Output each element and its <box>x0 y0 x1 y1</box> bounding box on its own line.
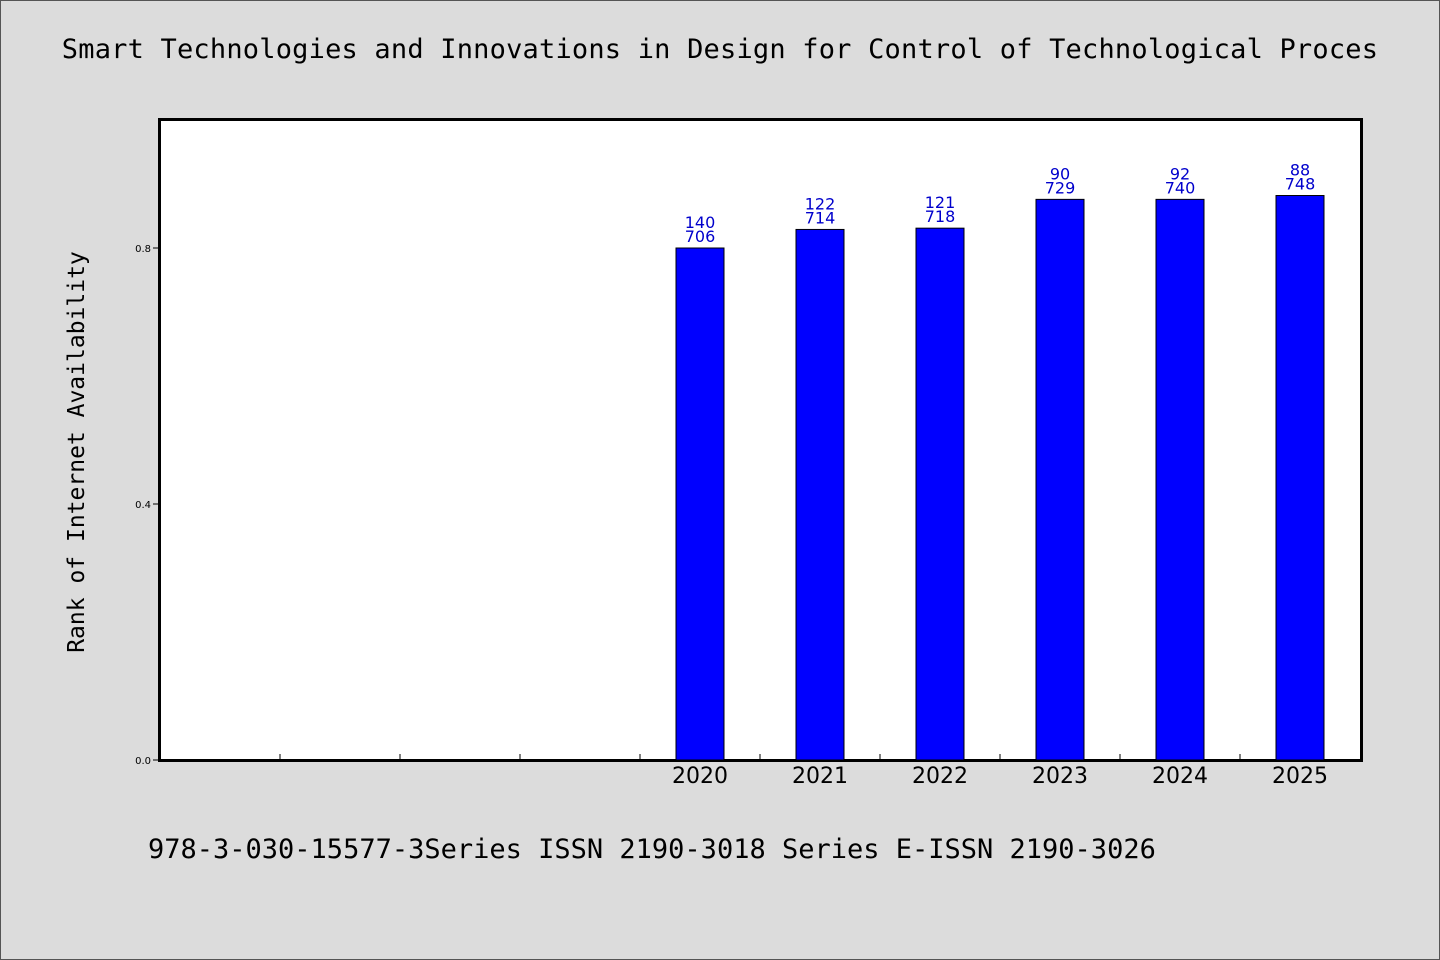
data-label-top: 122 <box>805 194 836 213</box>
bar-2023 <box>1035 198 1085 761</box>
x-category-label: 2025 <box>1272 764 1328 789</box>
x-category-label: 2023 <box>1032 764 1088 789</box>
data-label-top: 121 <box>925 193 956 212</box>
x-axis-ticks: 2020 2021 2022 2023 2024 2025 <box>279 754 1328 789</box>
data-label-top: 90 <box>1050 164 1070 183</box>
y-tick-label: 0.4 <box>135 500 151 511</box>
x-category-label: 2020 <box>672 764 728 789</box>
bar-2022 <box>915 227 965 761</box>
data-label-top: 88 <box>1290 161 1310 180</box>
y-axis-ticks: 0.0 0.4 0.8 <box>135 244 160 767</box>
bar-2025 <box>1275 195 1325 761</box>
bars <box>675 195 1325 761</box>
bar-2021 <box>795 228 845 761</box>
y-tick-label: 0.8 <box>135 244 151 255</box>
footer-isbn-issn: 978-3-030-15577-3Series ISSN 2190-3018 S… <box>148 834 1156 865</box>
data-label-bottom: 714 <box>805 208 836 227</box>
y-tick-label: 0.0 <box>135 756 151 767</box>
chart-title: Smart Technologies and Innovations in De… <box>61 34 1379 65</box>
data-label-top: 92 <box>1170 164 1190 183</box>
data-label-bottom: 729 <box>1045 178 1076 197</box>
bar-2024 <box>1155 198 1205 761</box>
data-label-bottom: 748 <box>1285 175 1316 194</box>
data-label-bottom: 740 <box>1165 178 1196 197</box>
data-label-bottom: 718 <box>925 207 956 226</box>
data-label-bottom: 706 <box>685 227 716 246</box>
data-label-top: 140 <box>685 213 716 232</box>
bar-2020 <box>675 247 725 761</box>
x-category-label: 2024 <box>1152 764 1208 789</box>
x-category-label: 2021 <box>792 764 848 789</box>
x-category-label: 2022 <box>912 764 968 789</box>
